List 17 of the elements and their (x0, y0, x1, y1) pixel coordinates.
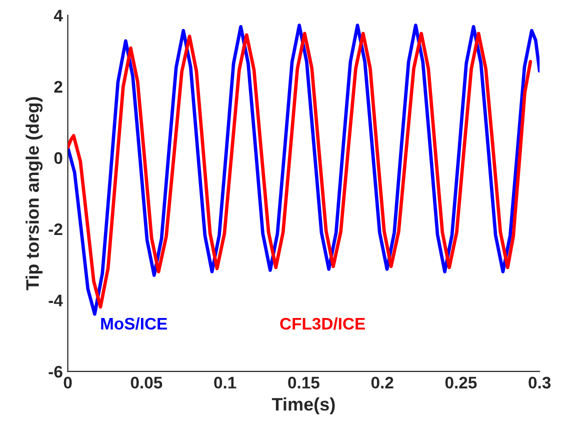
y-tick-label: -2 (48, 223, 62, 236)
series-label: MoS/ICE (101, 317, 167, 330)
y-tick-label: -4 (48, 294, 63, 306)
x-tick-label: 0.25 (445, 376, 477, 389)
y-tick-label: 4 (54, 10, 63, 22)
text: CFL3D/ICE (280, 317, 365, 330)
y-tick-label: -6 (48, 366, 62, 378)
x-tick-label: 0.2 (371, 376, 394, 389)
x-tick-label: 0.15 (288, 376, 320, 389)
x-axis-title: Time(s) (272, 397, 335, 414)
y-tick-label: 2 (54, 80, 62, 93)
y-tick-label: 0 (54, 152, 62, 164)
y-axis-title: Tip torsion angle (deg) (26, 97, 43, 290)
x-tick-label: 0 (64, 376, 72, 389)
x-tick-label: 0.3 (528, 376, 551, 389)
x-tick-label: 0.05 (130, 376, 162, 389)
x-tick-label: 0.1 (214, 376, 236, 389)
